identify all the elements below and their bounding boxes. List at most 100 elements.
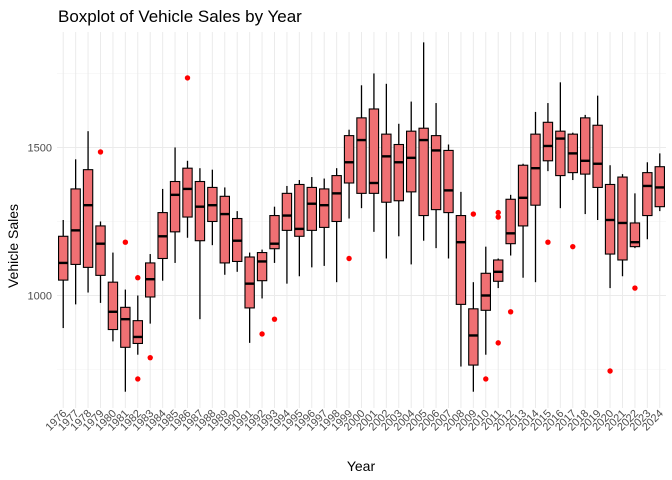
iqr-box <box>95 225 106 276</box>
iqr-box <box>480 272 491 311</box>
box-1983 <box>145 254 156 361</box>
iqr-box <box>219 195 230 264</box>
box-2009 <box>468 211 479 392</box>
box-1979 <box>95 149 106 303</box>
iqr-box <box>443 149 454 214</box>
box-1996 <box>306 177 317 268</box>
box-2021 <box>617 174 628 277</box>
y-tick-label: 1000 <box>28 290 52 302</box>
box-2008 <box>455 191 467 367</box>
iqr-box <box>169 180 181 233</box>
outlier-point <box>135 275 141 281</box>
outlier-point <box>147 354 153 361</box>
iqr-box <box>468 308 479 366</box>
iqr-box <box>256 252 268 282</box>
box-1992 <box>256 249 268 337</box>
iqr-box <box>306 186 317 231</box>
box-1990 <box>232 211 243 272</box>
y-axis-ticks: 1000 1500 <box>28 142 52 302</box>
y-axis-title: Vehicle Sales <box>5 204 21 288</box>
iqr-box <box>368 108 380 194</box>
iqr-box <box>331 175 342 223</box>
x-axis-title: Year <box>347 458 376 474</box>
box-2016 <box>555 82 566 209</box>
iqr-box <box>70 188 81 265</box>
outlier-point <box>470 211 477 217</box>
box-2000 <box>356 85 367 209</box>
outlier-point <box>346 255 352 262</box>
outlier-point <box>135 376 141 382</box>
box-1998 <box>331 168 342 283</box>
iqr-box <box>592 124 603 188</box>
box-2019 <box>592 95 603 220</box>
box-1980 <box>107 252 119 342</box>
iqr-box <box>381 133 392 203</box>
box-2015 <box>542 103 554 245</box>
box-1981 <box>120 239 131 392</box>
box-2001 <box>368 73 380 232</box>
outlier-point <box>184 75 191 81</box>
outlier-point <box>495 214 501 220</box>
outlier-point <box>570 243 576 250</box>
box-1989 <box>219 187 230 275</box>
box-1995 <box>294 180 305 277</box>
box-1982 <box>132 275 143 382</box>
box-1994 <box>281 185 293 284</box>
outlier-point <box>507 309 514 315</box>
iqr-box <box>517 164 529 227</box>
box-2024 <box>654 153 665 212</box>
iqr-box <box>542 121 554 162</box>
box-1988 <box>207 169 218 246</box>
iqr-box <box>406 130 417 193</box>
chart-title: Boxplot of Vehicle Sales by Year <box>58 7 302 26</box>
box-1993 <box>269 206 280 322</box>
outlier-point <box>495 340 501 346</box>
box-2018 <box>580 114 591 215</box>
box-2007 <box>443 144 454 259</box>
outlier-point <box>495 209 501 216</box>
iqr-box <box>294 183 305 237</box>
iqr-box <box>182 167 193 218</box>
outlier-point <box>122 239 129 245</box>
iqr-box <box>343 135 355 184</box>
box-1977 <box>70 159 81 305</box>
iqr-box <box>505 198 516 245</box>
box-1985 <box>169 147 181 263</box>
box-series <box>58 42 665 392</box>
iqr-box <box>281 192 293 231</box>
box-1976 <box>58 220 69 329</box>
iqr-box <box>580 117 591 175</box>
outlier-point <box>259 331 265 337</box>
box-1991 <box>244 252 255 343</box>
iqr-box <box>555 130 566 177</box>
outlier-point <box>97 149 104 155</box>
box-2022 <box>629 193 641 291</box>
box-1999 <box>343 129 355 262</box>
box-2010 <box>480 246 491 382</box>
outlier-point <box>545 239 551 245</box>
y-tick-label: 1500 <box>28 142 52 154</box>
iqr-box <box>455 215 467 305</box>
box-2023 <box>642 162 653 240</box>
iqr-box <box>629 222 641 248</box>
iqr-box <box>107 281 119 331</box>
iqr-box <box>82 169 94 268</box>
box-2014 <box>530 111 541 283</box>
iqr-box <box>194 180 206 242</box>
box-2003 <box>393 123 404 237</box>
outlier-point <box>271 316 278 322</box>
iqr-box <box>430 135 442 211</box>
iqr-box <box>617 176 628 261</box>
iqr-box <box>418 127 429 217</box>
box-2013 <box>517 163 529 278</box>
box-2011 <box>493 209 504 346</box>
outlier-point <box>632 285 638 291</box>
iqr-box <box>642 172 653 217</box>
x-axis-ticks: 1976197719781979198019811982198319841985… <box>44 408 666 434</box>
box-2002 <box>381 83 392 259</box>
box-2017 <box>567 132 578 250</box>
iqr-box <box>58 235 69 281</box>
box-1987 <box>194 168 206 320</box>
box-2004 <box>406 101 417 265</box>
